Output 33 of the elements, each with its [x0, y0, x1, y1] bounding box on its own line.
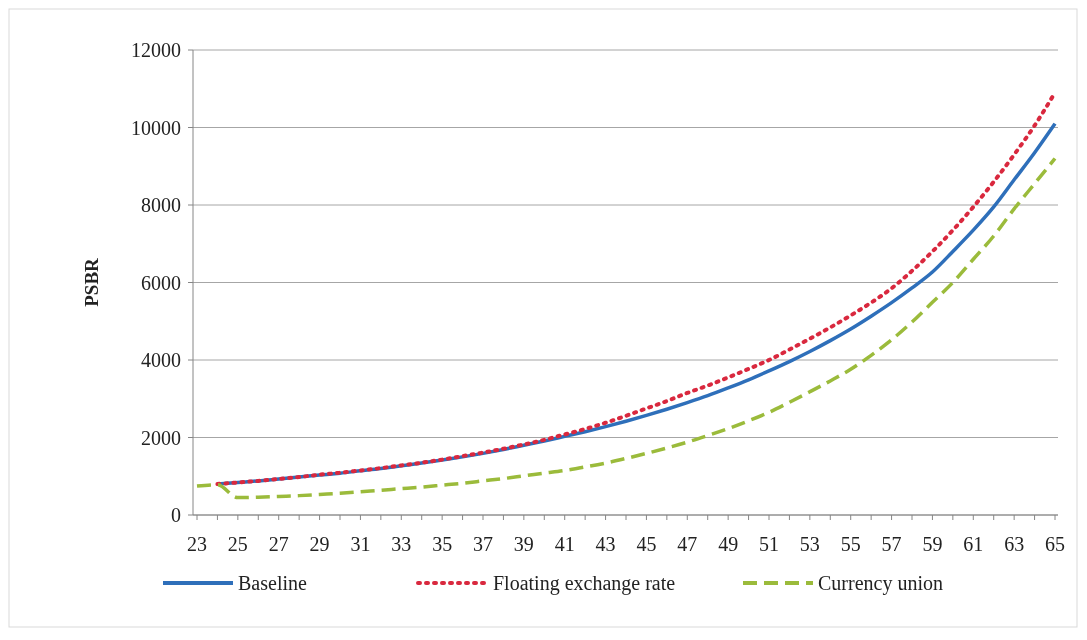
x-tick-label: 61 [963, 533, 984, 555]
y-axis-title: PSBR [81, 257, 102, 307]
x-tick-label: 53 [799, 533, 820, 555]
x-tick-label: 27 [268, 533, 289, 555]
x-tick-label: 47 [677, 533, 698, 555]
legend-label: Floating exchange rate [493, 572, 676, 595]
x-tick-label: 39 [513, 533, 534, 555]
x-tick-label: 57 [881, 533, 902, 555]
y-tick-label: 8000 [141, 194, 181, 216]
y-tick-label: 0 [171, 504, 181, 526]
legend-label: Baseline [238, 572, 307, 594]
y-tick-label: 10000 [131, 116, 181, 139]
x-tick-label: 45 [636, 533, 657, 555]
x-tick-label: 49 [718, 533, 739, 555]
x-tick-label: 25 [227, 533, 248, 555]
x-tick-label: 51 [759, 533, 779, 555]
y-tick-label: 6000 [141, 271, 181, 294]
x-tick-label: 55 [840, 533, 861, 555]
y-tick-label: 4000 [141, 349, 181, 371]
x-tick-label: 59 [922, 533, 943, 555]
x-tick-label: 43 [595, 533, 616, 555]
x-tick-label: 23 [187, 533, 207, 555]
x-tick-label: 31 [350, 533, 371, 555]
y-tick-label: 2000 [141, 426, 181, 449]
legend-label: Currency union [818, 572, 943, 595]
y-tick-label: 12000 [131, 39, 181, 61]
x-tick-label: 41 [554, 533, 575, 555]
x-tick-label: 37 [473, 533, 493, 555]
x-tick-label: 65 [1045, 533, 1065, 555]
x-tick-label: 33 [391, 533, 412, 555]
x-tick-label: 29 [309, 533, 330, 555]
x-tick-label: 35 [432, 533, 453, 555]
x-tick-label: 63 [1004, 533, 1025, 555]
